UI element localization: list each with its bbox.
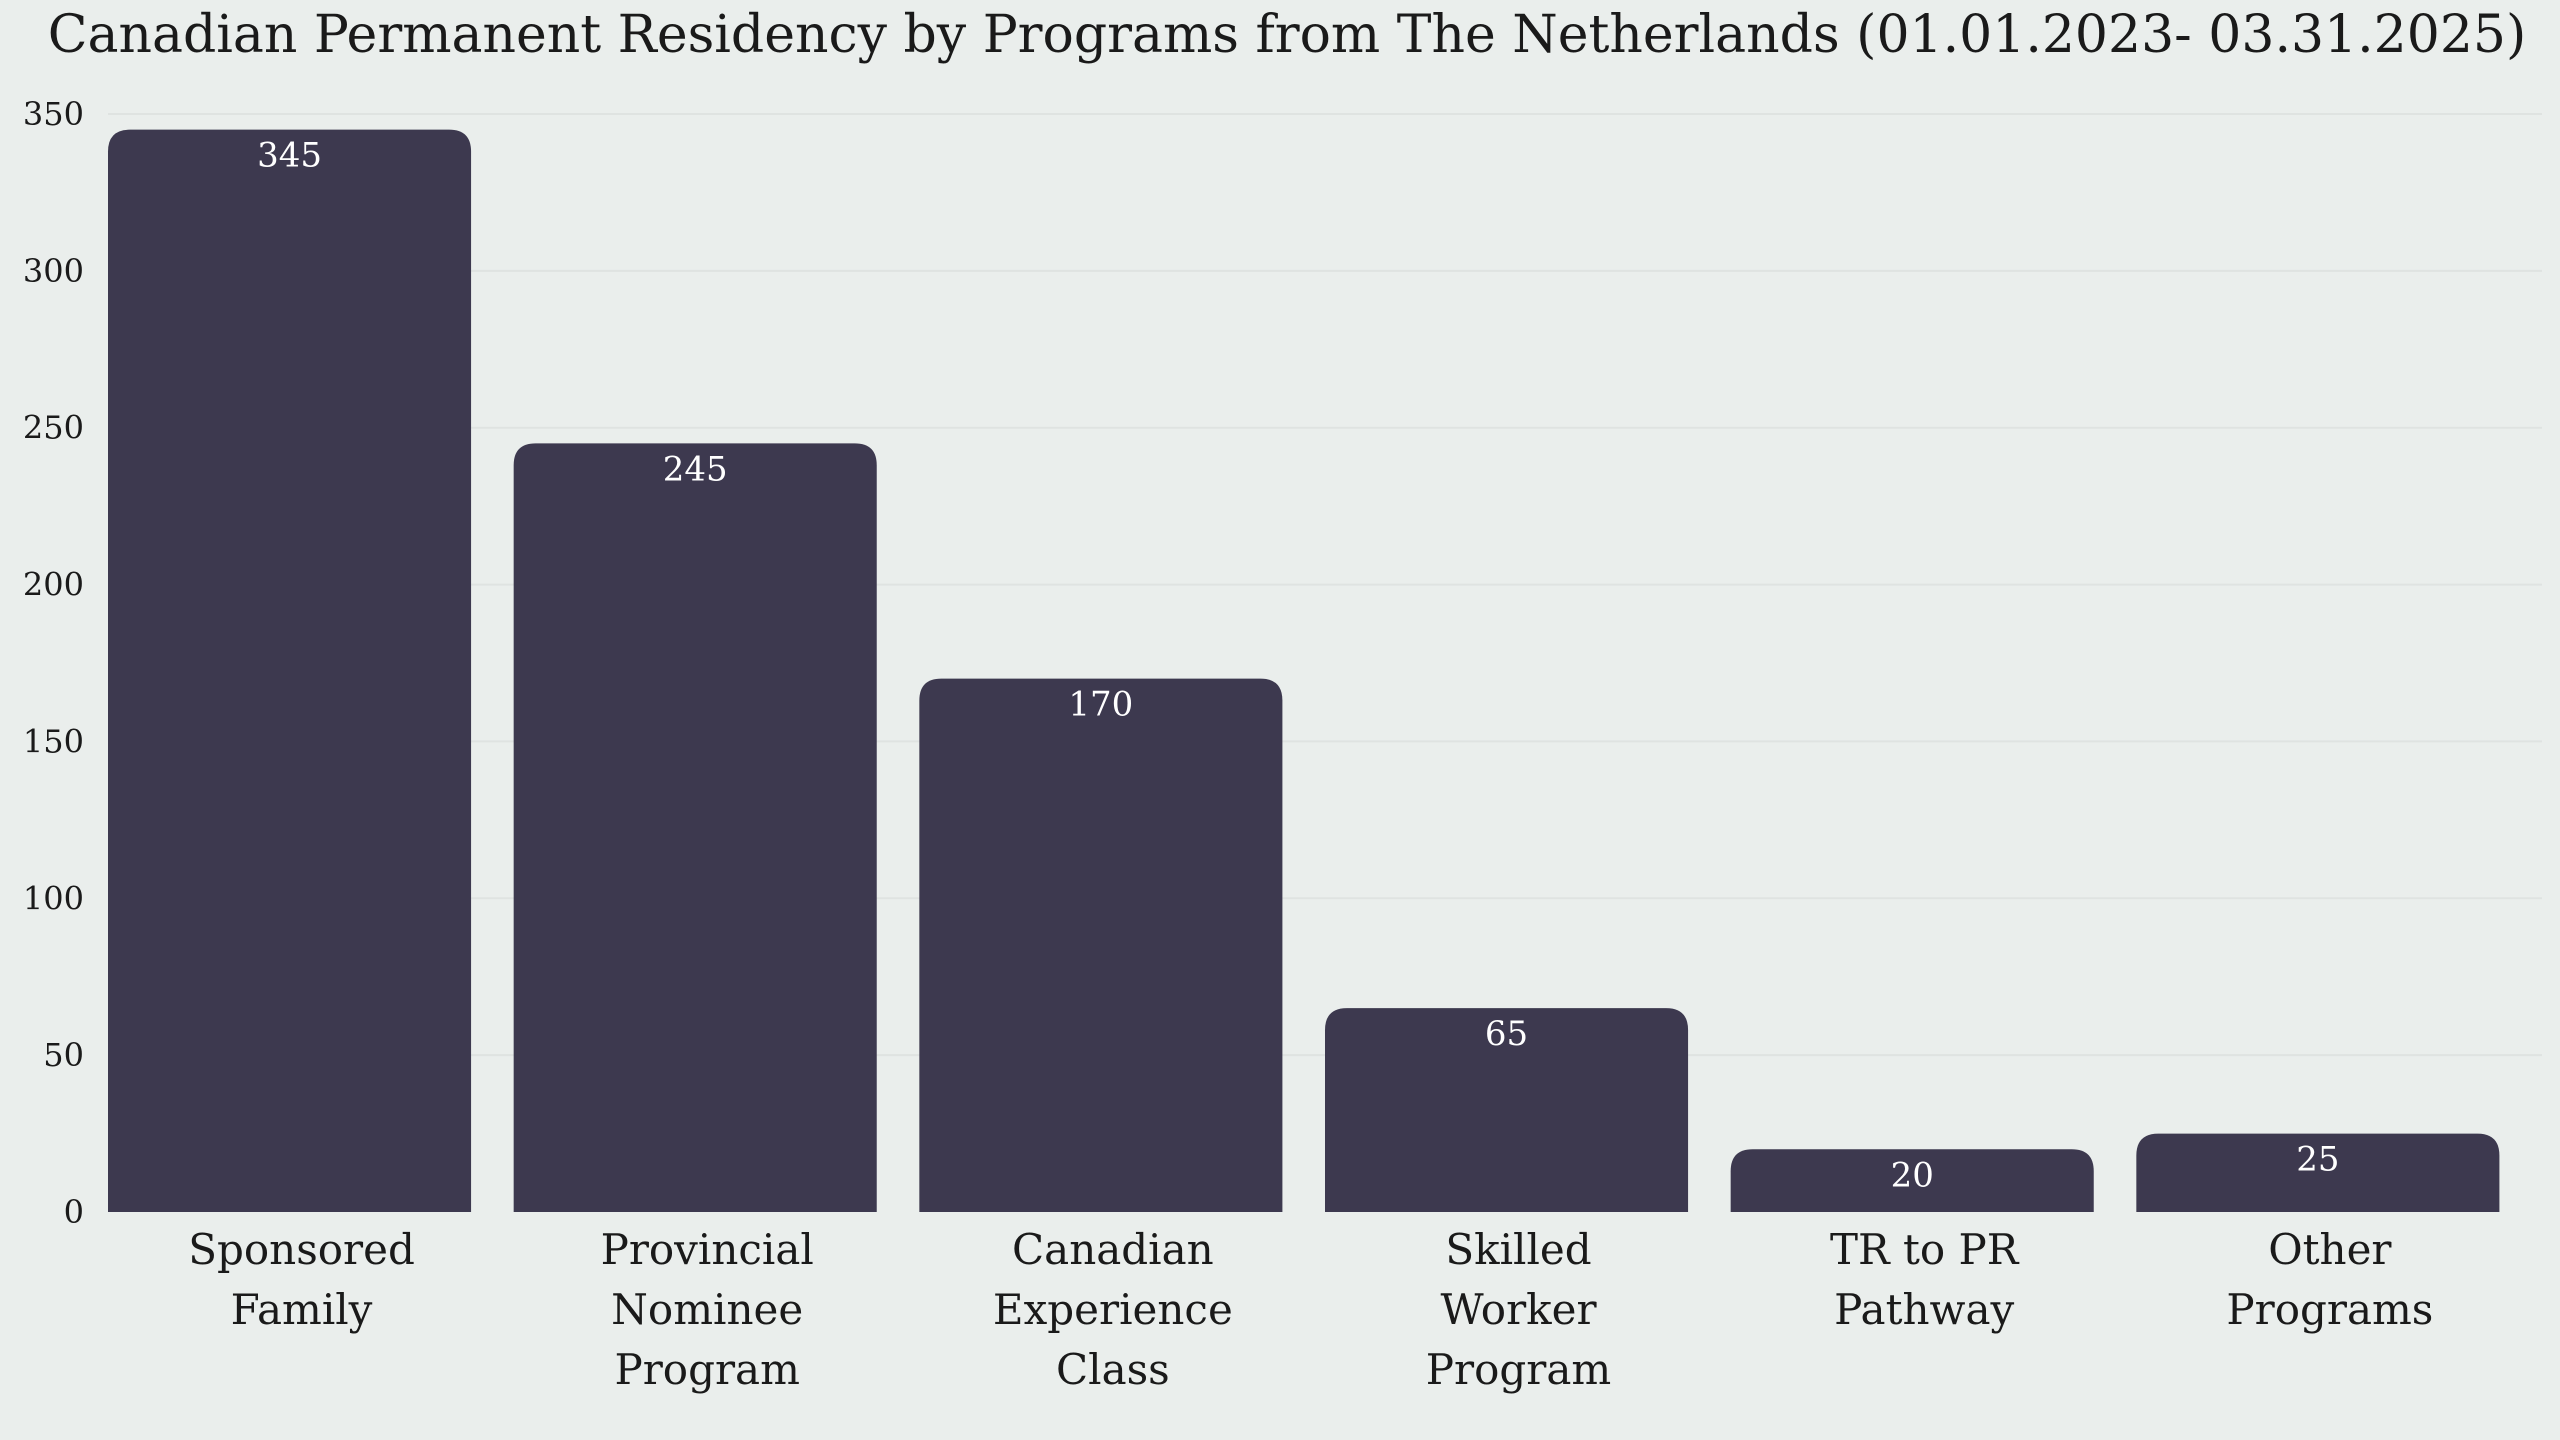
y-tick-label: 350 <box>23 95 84 133</box>
bar <box>919 678 1283 1212</box>
data-label: 20 <box>1891 1155 1934 1195</box>
y-tick-label: 100 <box>23 879 84 917</box>
x-tick-label: TR to PR Pathway <box>1830 1225 2020 1334</box>
bars <box>108 129 2500 1213</box>
x-tick-label: Other Programs <box>2226 1225 2433 1334</box>
y-tick-label: 50 <box>43 1036 84 1074</box>
bar <box>108 129 472 1213</box>
gridlines <box>108 113 2542 1057</box>
bar <box>513 443 877 1212</box>
data-label: 25 <box>2296 1140 2339 1180</box>
x-tick-label: Canadian Experience Class <box>993 1225 1233 1394</box>
y-tick-label: 150 <box>23 722 84 760</box>
bar <box>2136 1133 2500 1212</box>
x-axis-ticks: Sponsored Family Provincial Nominee Program C… <box>188 1225 2433 1394</box>
data-label: 170 <box>1068 685 1133 725</box>
bar <box>1730 1149 2094 1212</box>
y-axis-ticks: 0 50 100 150 200 250 300 350 <box>23 95 84 1231</box>
data-label: 245 <box>663 449 728 489</box>
data-label: 65 <box>1485 1014 1528 1054</box>
y-tick-label: 200 <box>23 566 84 604</box>
x-tick-label: Provincial Nominee Program <box>601 1225 814 1394</box>
y-tick-label: 300 <box>23 252 84 290</box>
x-tick-label: Skilled Worker Program <box>1426 1225 1611 1394</box>
x-tick-label: Sponsored Family <box>188 1225 415 1334</box>
data-label: 345 <box>257 136 322 176</box>
y-tick-label: 250 <box>23 409 84 447</box>
y-tick-label: 0 <box>64 1193 84 1231</box>
bar <box>1325 1008 1689 1212</box>
data-labels: 345 245 170 65 20 25 <box>257 136 2339 1196</box>
chart-title: Canadian Permanent Residency by Programs… <box>48 5 2527 65</box>
